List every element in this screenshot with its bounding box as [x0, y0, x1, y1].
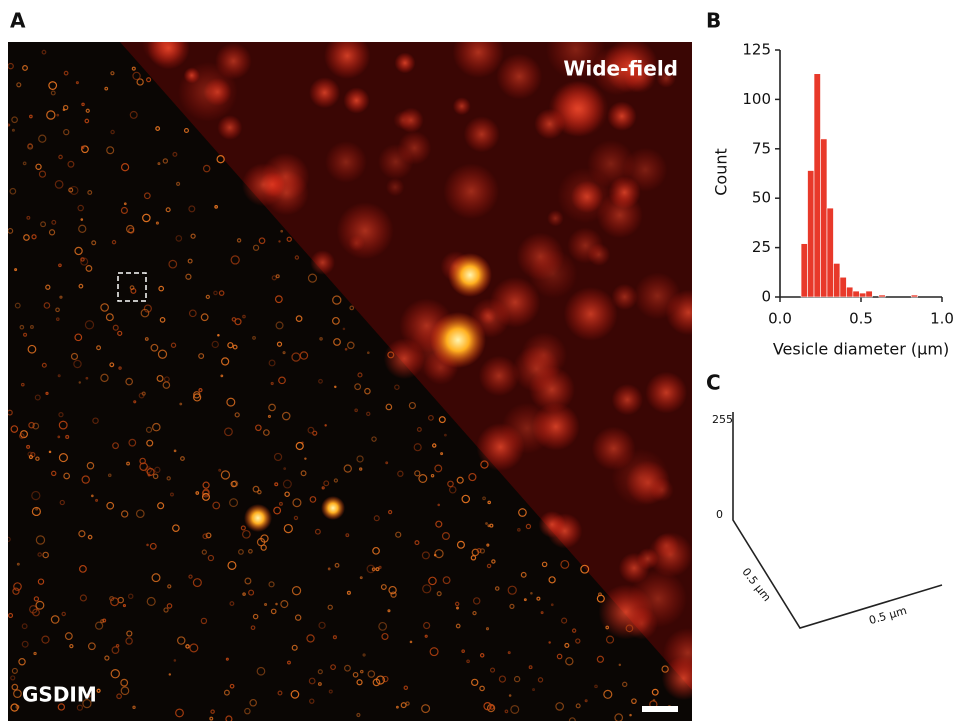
- wide-field-spot: [662, 656, 706, 700]
- wide-field-spot: [564, 287, 618, 341]
- bar: [827, 208, 833, 297]
- z-min-label: 0: [716, 508, 723, 521]
- wide-field-spot: [501, 402, 552, 453]
- y-tick-label: 125: [742, 41, 771, 59]
- wide-field-spot: [348, 235, 364, 251]
- bar: [859, 293, 865, 297]
- bar: [853, 291, 859, 297]
- wide-field-spot: [309, 77, 340, 108]
- wide-field-spot: [378, 144, 414, 180]
- panel-label: B: [706, 9, 721, 33]
- y-tick-label: 25: [752, 238, 771, 256]
- y-tick-label: 50: [752, 189, 771, 207]
- wide-field-spot: [343, 87, 369, 113]
- wide-field-spot: [325, 141, 367, 183]
- bright-spot: [430, 312, 486, 368]
- wide-field-spot: [184, 67, 200, 83]
- wide-field-spot: [552, 81, 608, 137]
- bar: [814, 74, 820, 297]
- wide-field-spot: [386, 178, 404, 196]
- x-tick-label: 1.0: [930, 310, 954, 328]
- scale-bar: [642, 706, 678, 712]
- wide-field-spot: [513, 345, 560, 392]
- wide-field-spot: [607, 101, 637, 131]
- wide-field-spot: [395, 53, 416, 74]
- wide-field-spot: [654, 533, 679, 558]
- z-max-label: 255: [712, 413, 733, 426]
- bright-spot: [448, 253, 492, 297]
- wide-field-spot: [612, 384, 643, 415]
- bar: [833, 263, 839, 297]
- wide-field-spot: [215, 43, 252, 80]
- wide-field-spot: [496, 53, 542, 99]
- image-label: Wide-field: [563, 57, 678, 81]
- wide-field-spot: [324, 33, 370, 79]
- bar: [846, 287, 852, 297]
- x-axis-label: 0.5 μm: [867, 604, 908, 627]
- wide-field-spot: [204, 78, 232, 106]
- wide-field-spot: [567, 227, 603, 263]
- wide-field-spot: [393, 111, 412, 130]
- y-tick-label: 0: [761, 288, 771, 306]
- bar: [879, 295, 885, 297]
- micrograph: [6, 20, 712, 721]
- wide-field-spot: [464, 116, 500, 152]
- surface-plot: 255 0 0.5 μm 0.5 μm: [712, 412, 942, 628]
- wide-field-spot: [310, 250, 335, 275]
- bar: [911, 295, 917, 297]
- panel-label: A: [10, 9, 26, 33]
- wide-field-spot: [453, 97, 471, 115]
- bar: [840, 277, 846, 297]
- x-axis-label: Vesicle diameter (μm): [773, 340, 949, 359]
- figure: A B C Wide-field GSDIM Count Vesicle dia…: [0, 0, 968, 721]
- y-tick-label: 100: [742, 90, 771, 108]
- wide-field-spot: [453, 26, 505, 78]
- bar: [801, 244, 807, 297]
- x-tick-label: 0.0: [768, 310, 792, 328]
- wide-field-spot: [629, 570, 687, 628]
- y-axis-label: 0.5 μm: [739, 565, 773, 604]
- bar: [866, 291, 872, 297]
- wide-field-spot: [547, 210, 563, 226]
- wide-field-spot: [479, 356, 520, 397]
- wide-field-spot: [443, 163, 499, 219]
- wide-field-spot: [147, 27, 190, 70]
- bar: [808, 171, 814, 297]
- wide-field-spot: [587, 140, 635, 188]
- wide-field-spot: [539, 511, 566, 538]
- panel-label: C: [706, 371, 721, 395]
- wide-field-spot: [645, 372, 687, 414]
- bar: [821, 139, 827, 297]
- y-axis-label: Count: [712, 148, 731, 196]
- wide-field-spot: [666, 290, 712, 336]
- wide-field-spot: [650, 478, 674, 502]
- bright-spot: [244, 504, 272, 532]
- wide-field-spot: [479, 307, 496, 324]
- wide-field-spot: [336, 202, 393, 259]
- wide-field-spot: [242, 163, 285, 206]
- image-label: GSDIM: [22, 683, 97, 707]
- x-tick-label: 0.5: [849, 310, 873, 328]
- bright-spot: [321, 496, 345, 520]
- wide-field-spot: [217, 115, 242, 140]
- y-tick-label: 75: [752, 139, 771, 157]
